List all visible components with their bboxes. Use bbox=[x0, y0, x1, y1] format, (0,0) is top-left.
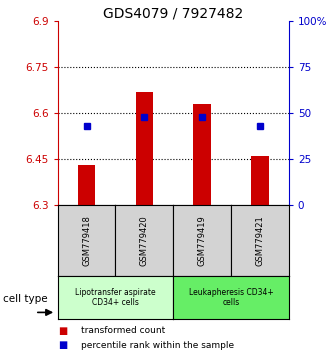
Text: ■: ■ bbox=[58, 340, 67, 350]
Text: cell type: cell type bbox=[3, 294, 48, 304]
Text: Leukapheresis CD34+
cells: Leukapheresis CD34+ cells bbox=[189, 288, 273, 307]
Text: transformed count: transformed count bbox=[81, 326, 165, 336]
Title: GDS4079 / 7927482: GDS4079 / 7927482 bbox=[103, 6, 244, 20]
Bar bbox=[78, 165, 95, 205]
Text: GSM779418: GSM779418 bbox=[82, 215, 91, 266]
Text: Lipotransfer aspirate
CD34+ cells: Lipotransfer aspirate CD34+ cells bbox=[75, 288, 156, 307]
Text: ■: ■ bbox=[58, 326, 67, 336]
Text: GSM779419: GSM779419 bbox=[198, 215, 207, 266]
Bar bbox=[136, 92, 153, 205]
Bar bbox=[193, 104, 211, 205]
Bar bbox=[251, 156, 269, 205]
Text: percentile rank within the sample: percentile rank within the sample bbox=[81, 341, 234, 350]
Text: GSM779421: GSM779421 bbox=[255, 215, 264, 266]
Text: GSM779420: GSM779420 bbox=[140, 215, 149, 266]
